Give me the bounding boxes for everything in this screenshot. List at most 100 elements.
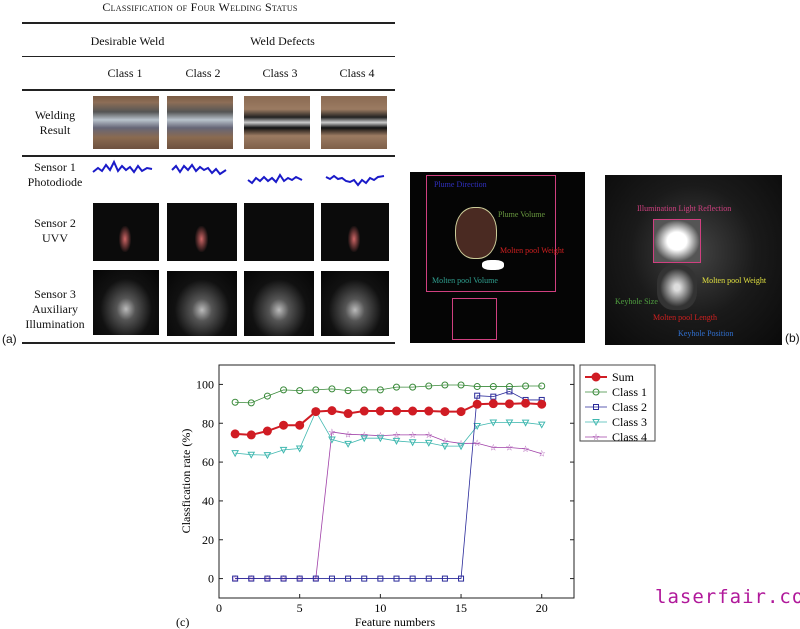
photodiode-signal-class3 xyxy=(247,173,303,185)
data-point-class-4: ☆ xyxy=(392,430,400,440)
watermark: laserfair.com xyxy=(655,586,800,608)
data-point-class-2 xyxy=(232,575,239,582)
data-point-sum xyxy=(591,372,601,382)
molten-pool-shape xyxy=(482,260,504,270)
annotation: Molten pool Volume xyxy=(432,276,498,285)
annotation: Molten pool Weight xyxy=(702,276,767,285)
data-point-sum xyxy=(262,426,272,436)
y-axis-label: Classfication rate (%) xyxy=(179,429,193,534)
data-point-class-3 xyxy=(521,419,530,427)
x-axis-label: Feature numbers xyxy=(355,615,436,629)
data-point-class-2 xyxy=(345,575,352,582)
y-tick-label: 40 xyxy=(202,494,214,508)
data-point-class-3 xyxy=(376,435,385,443)
data-point-class-2 xyxy=(296,575,303,582)
data-point-class-4: ☆ xyxy=(360,430,368,440)
rule xyxy=(22,89,395,91)
row-label-welding-result: Welding Result xyxy=(34,108,76,137)
x-tick-label: 10 xyxy=(374,601,386,615)
data-point-class-3 xyxy=(457,443,465,451)
data-point-sum xyxy=(472,399,482,409)
y-tick-label: 80 xyxy=(202,416,214,430)
x-tick-label: 0 xyxy=(216,601,222,615)
plume-shape xyxy=(455,207,497,259)
data-point-sum xyxy=(343,409,353,419)
data-point-class-2 xyxy=(312,575,319,582)
data-point-sum xyxy=(327,406,337,416)
rule xyxy=(22,56,395,57)
uvv-image-class1 xyxy=(93,203,159,261)
aux-image-class2 xyxy=(167,271,237,336)
uvv-image-class3 xyxy=(244,203,314,261)
data-point-class-3 xyxy=(328,436,336,444)
weld-photo-class4 xyxy=(321,96,387,149)
plot-frame xyxy=(218,364,575,599)
data-point-class-3 xyxy=(231,450,239,458)
data-point-class-3 xyxy=(489,419,498,427)
annotation: Keyhole Position xyxy=(678,329,734,338)
data-point-class-2 xyxy=(264,575,271,582)
data-point-class-3 xyxy=(295,445,304,453)
table-title: Classification of Four Welding Status xyxy=(102,0,298,14)
legend-label: Class 1 xyxy=(612,385,647,399)
data-point-sum xyxy=(230,429,240,439)
group-desirable-weld: Desirable Weld xyxy=(90,34,165,48)
x-tick-label: 20 xyxy=(536,601,548,615)
aux-image-class1 xyxy=(93,270,159,335)
data-point-class-2 xyxy=(328,575,335,582)
data-point-class-4: ☆ xyxy=(522,444,530,454)
data-point-class-2 xyxy=(248,575,255,582)
annotation: Plume Volume xyxy=(498,210,546,219)
roi-box xyxy=(653,219,701,263)
data-point-class-2 xyxy=(393,575,400,582)
roi-box-small xyxy=(452,298,497,340)
photodiode-signal-class1 xyxy=(92,159,153,174)
data-point-class-2 xyxy=(377,575,384,582)
y-tick-label: 100 xyxy=(196,377,214,391)
legend-label: Class 2 xyxy=(612,400,647,414)
photodiode-signal-class2 xyxy=(171,163,227,176)
data-point-class-3 xyxy=(441,443,449,451)
data-point-class-3 xyxy=(592,419,600,427)
uvv-image-class2 xyxy=(167,203,237,261)
data-point-sum xyxy=(488,399,498,409)
data-point-sum xyxy=(246,430,256,440)
data-point-class-4: ☆ xyxy=(328,427,336,437)
data-point-sum xyxy=(504,399,514,409)
data-point-class-2 xyxy=(441,575,448,582)
auxiliary-annotated-image: Illumination Light Reflection Molten poo… xyxy=(605,175,782,345)
data-point-class-4: ☆ xyxy=(409,430,417,440)
data-point-sum xyxy=(375,406,385,416)
data-point-class-2 xyxy=(361,575,368,582)
data-point-class-3 xyxy=(392,437,401,445)
data-point-class-3 xyxy=(263,452,272,460)
annotation: Molten pool Length xyxy=(653,313,717,322)
annotation: Illumination Light Reflection xyxy=(637,204,732,213)
weld-photo-class2 xyxy=(167,96,233,149)
data-point-class-1 xyxy=(360,386,368,394)
data-point-sum xyxy=(295,420,305,430)
data-point-class-3 xyxy=(247,451,256,459)
data-point-sum xyxy=(279,420,289,430)
photodiode-signal-class4 xyxy=(325,174,385,187)
data-point-class-1 xyxy=(376,386,384,394)
data-point-class-2 xyxy=(593,404,599,410)
group-weld-defects: Weld Defects xyxy=(250,34,315,48)
rule xyxy=(22,155,395,157)
data-point-class-2 xyxy=(280,575,287,582)
data-point-sum xyxy=(311,407,321,417)
y-tick-label: 20 xyxy=(202,533,214,547)
data-point-class-4: ☆ xyxy=(505,443,513,453)
data-point-sum xyxy=(359,406,369,416)
roi-box xyxy=(426,175,556,292)
data-point-class-4: ☆ xyxy=(489,443,497,453)
y-tick-label: 0 xyxy=(208,572,214,586)
data-point-class-1 xyxy=(489,383,497,391)
data-point-class-1 xyxy=(441,381,449,389)
data-point-class-1 xyxy=(505,383,513,391)
weld-photo-class1 xyxy=(93,96,159,149)
data-point-class-1 xyxy=(393,383,400,391)
panel-label-a: (a) xyxy=(2,332,17,346)
annotation: Keyhole Size xyxy=(615,297,658,306)
molten-pool-shape xyxy=(657,265,697,310)
